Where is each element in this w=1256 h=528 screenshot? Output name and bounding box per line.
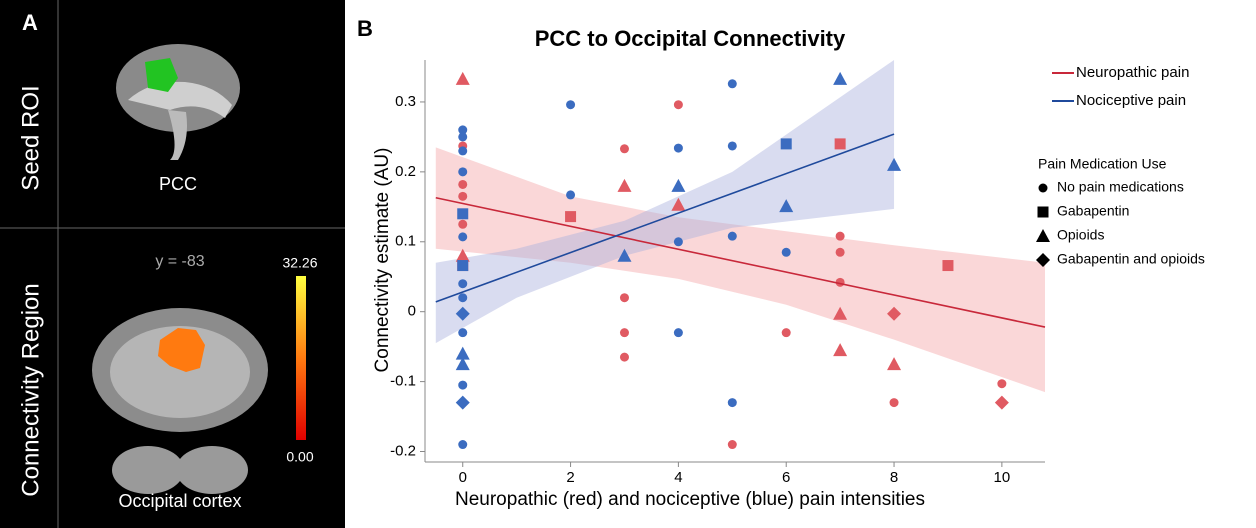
- point: [836, 248, 845, 257]
- marker-legend-label: Gabapentin and opioids: [1057, 251, 1205, 267]
- point: [456, 396, 470, 410]
- legend-marker: [1036, 229, 1050, 242]
- x-axis-label: Neuropathic (red) and nociceptive (blue)…: [455, 489, 925, 510]
- point: [458, 293, 467, 302]
- point: [458, 381, 467, 390]
- point: [620, 328, 629, 337]
- row-label: Connectivity Region: [17, 283, 44, 496]
- row-label: Seed ROI: [17, 85, 44, 190]
- x-tick-label: 2: [566, 469, 574, 486]
- point: [674, 237, 683, 246]
- legend-marker: [1039, 184, 1048, 193]
- point: [836, 232, 845, 241]
- seed-name: PCC: [159, 174, 197, 194]
- point: [458, 232, 467, 241]
- point: [671, 179, 685, 192]
- point: [728, 440, 737, 449]
- point: [458, 192, 467, 201]
- point: [457, 208, 468, 219]
- x-tick-label: 10: [994, 469, 1011, 486]
- point: [728, 398, 737, 407]
- point: [833, 72, 847, 85]
- point: [458, 146, 467, 155]
- legend-marker: [1038, 207, 1049, 218]
- legend-label: Neuropathic pain: [1076, 64, 1189, 81]
- panel-a: A Seed ROI Connectivity Region PCC y = -…: [0, 0, 345, 528]
- point: [617, 179, 631, 192]
- x-tick-label: 0: [459, 469, 467, 486]
- y-tick-label: 0.3: [395, 93, 416, 110]
- point: [458, 180, 467, 189]
- point: [995, 396, 1009, 410]
- x-tick-label: 8: [890, 469, 898, 486]
- figure: A Seed ROI Connectivity Region PCC y = -…: [0, 0, 1256, 528]
- point: [674, 328, 683, 337]
- point: [620, 353, 629, 362]
- point: [620, 144, 629, 153]
- point: [887, 357, 901, 370]
- point: [728, 141, 737, 150]
- point: [781, 138, 792, 149]
- point: [620, 293, 629, 302]
- point: [728, 79, 737, 88]
- point: [458, 220, 467, 229]
- point: [728, 232, 737, 241]
- marker-legend-label: Opioids: [1057, 227, 1104, 243]
- colorbar-min: 0.00: [286, 449, 313, 465]
- point: [566, 100, 575, 109]
- point: [997, 379, 1006, 388]
- point: [456, 72, 470, 85]
- panel-label: A: [22, 10, 38, 35]
- y-tick-label: 0.2: [395, 163, 416, 180]
- y-tick-label: 0.1: [395, 233, 416, 250]
- point: [458, 132, 467, 141]
- point: [457, 260, 468, 271]
- point: [674, 144, 683, 153]
- panel-label: B: [357, 16, 373, 41]
- legend-label: Nociceptive pain: [1076, 92, 1186, 109]
- x-tick-label: 4: [674, 469, 682, 486]
- x-tick-label: 6: [782, 469, 790, 486]
- point: [458, 440, 467, 449]
- point: [782, 248, 791, 257]
- point: [565, 211, 576, 222]
- slice-label: y = -83: [155, 253, 204, 270]
- marker-legend-label: No pain medications: [1057, 179, 1184, 195]
- point: [674, 100, 683, 109]
- region-name: Occipital cortex: [118, 491, 241, 511]
- coronal-brain: [92, 308, 268, 494]
- point: [458, 167, 467, 176]
- point: [835, 138, 846, 149]
- marker-legend-title: Pain Medication Use: [1038, 156, 1167, 172]
- y-tick-label: -0.2: [390, 442, 416, 459]
- point: [890, 398, 899, 407]
- colorbar: [296, 276, 306, 440]
- y-axis-label: Connectivity estimate (AU): [372, 148, 393, 373]
- point: [942, 260, 953, 271]
- point: [458, 279, 467, 288]
- point: [833, 343, 847, 356]
- marker-legend-label: Gabapentin: [1057, 203, 1129, 219]
- point: [782, 328, 791, 337]
- y-tick-label: -0.1: [390, 373, 416, 390]
- chart-title: PCC to Occipital Connectivity: [535, 26, 846, 51]
- point: [566, 190, 575, 199]
- colorbar-max: 32.26: [282, 255, 317, 271]
- y-tick-label: 0: [408, 303, 416, 320]
- point: [458, 328, 467, 337]
